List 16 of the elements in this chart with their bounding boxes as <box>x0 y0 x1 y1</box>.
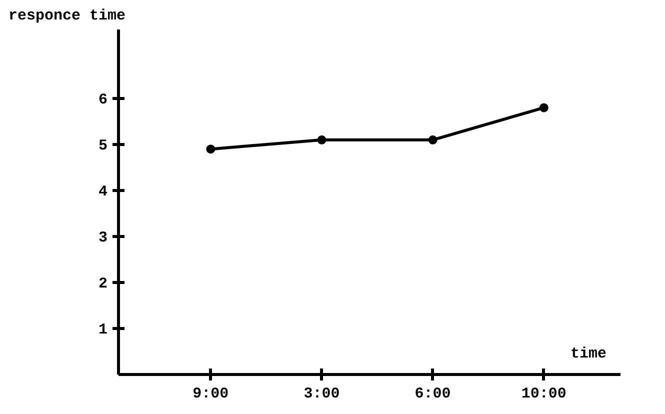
y-tick-label: 4 <box>98 184 108 200</box>
point <box>539 103 548 112</box>
point <box>428 135 438 144</box>
x-tick-label: 9:00 <box>192 386 229 402</box>
y-tick-label: 1 <box>98 322 108 338</box>
x-tick-label: 10:00 <box>521 386 566 402</box>
point <box>317 135 326 144</box>
y-axis-title: responce time <box>8 8 126 24</box>
y-tick-label: 2 <box>98 276 108 292</box>
y-tick-label: 3 <box>98 230 108 246</box>
x-tick-label: 6:00 <box>414 386 451 402</box>
x-tick-label: 3:00 <box>304 386 340 402</box>
x-axis-title: time <box>570 346 607 362</box>
point <box>206 144 216 154</box>
y-tick-label: 5 <box>98 138 108 154</box>
y-tick-label: 6 <box>98 92 108 108</box>
